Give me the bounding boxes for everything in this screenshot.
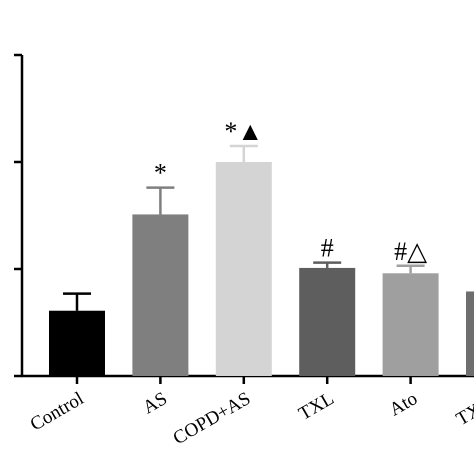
x-tick-label: COPD+AS xyxy=(170,388,255,449)
bar xyxy=(299,267,356,376)
bar xyxy=(132,214,189,376)
x-tick-label: Control xyxy=(27,388,88,435)
x-tick-label: TXL+ xyxy=(453,388,474,430)
bar xyxy=(382,273,439,376)
x-tick-label: Ato xyxy=(386,388,421,420)
x-tick-label: AS xyxy=(139,388,171,418)
annotation: # xyxy=(321,234,334,263)
annotation: *▲ xyxy=(224,117,263,146)
bar xyxy=(466,291,474,376)
annotation: #△ xyxy=(394,237,427,266)
bar xyxy=(49,310,105,376)
bar xyxy=(215,162,272,376)
x-tick-label: TXL xyxy=(295,388,337,425)
annotation: * xyxy=(154,159,167,188)
